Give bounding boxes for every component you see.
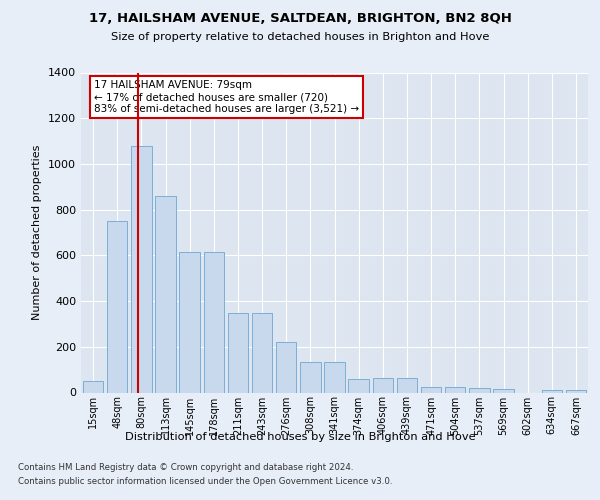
Bar	[276, 342, 296, 392]
Bar	[83, 381, 103, 392]
Bar	[203, 252, 224, 392]
Bar	[227, 312, 248, 392]
Bar	[107, 221, 127, 392]
Bar	[421, 387, 442, 392]
Bar	[542, 390, 562, 392]
Bar	[397, 378, 417, 392]
Bar	[179, 252, 200, 392]
Y-axis label: Number of detached properties: Number of detached properties	[32, 145, 43, 320]
Bar	[252, 312, 272, 392]
Text: 17, HAILSHAM AVENUE, SALTDEAN, BRIGHTON, BN2 8QH: 17, HAILSHAM AVENUE, SALTDEAN, BRIGHTON,…	[89, 12, 511, 26]
Bar	[324, 362, 345, 392]
Bar	[566, 390, 586, 392]
Bar	[300, 362, 320, 392]
Text: Distribution of detached houses by size in Brighton and Hove: Distribution of detached houses by size …	[125, 432, 475, 442]
Text: Contains public sector information licensed under the Open Government Licence v3: Contains public sector information licen…	[18, 477, 392, 486]
Bar	[131, 146, 152, 392]
Text: 17 HAILSHAM AVENUE: 79sqm
← 17% of detached houses are smaller (720)
83% of semi: 17 HAILSHAM AVENUE: 79sqm ← 17% of detac…	[94, 80, 359, 114]
Bar	[445, 387, 466, 392]
Text: Size of property relative to detached houses in Brighton and Hove: Size of property relative to detached ho…	[111, 32, 489, 42]
Bar	[349, 379, 369, 392]
Bar	[493, 389, 514, 392]
Text: Contains HM Land Registry data © Crown copyright and database right 2024.: Contains HM Land Registry data © Crown c…	[18, 464, 353, 472]
Bar	[155, 196, 176, 392]
Bar	[373, 378, 393, 392]
Bar	[469, 388, 490, 392]
